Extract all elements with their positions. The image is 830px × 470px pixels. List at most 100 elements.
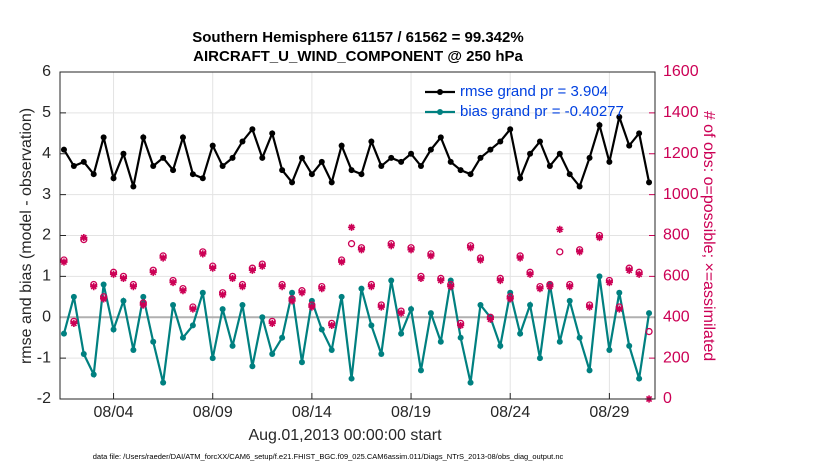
- possible-marker: [556, 248, 564, 256]
- point: [189, 322, 196, 329]
- point: [110, 326, 117, 333]
- assimilated-marker: [566, 282, 574, 291]
- y2-tick-label: 800: [663, 227, 690, 244]
- point: [358, 285, 365, 292]
- x-tick-label: 08/14: [292, 404, 332, 421]
- y-tick-label: -2: [37, 390, 51, 407]
- x-tick-label: 08/24: [490, 404, 530, 421]
- point: [160, 379, 167, 386]
- point: [646, 179, 653, 186]
- point: [60, 330, 67, 337]
- footnote: data file: /Users/raeder/DAI/ATM_forcXX/…: [93, 452, 564, 461]
- assimilated-marker: [169, 278, 177, 287]
- point: [408, 150, 415, 157]
- point: [308, 171, 315, 178]
- point: [289, 179, 296, 186]
- point: [398, 158, 405, 165]
- y2-tick-label: 400: [663, 308, 690, 325]
- point: [150, 338, 157, 345]
- point: [189, 171, 196, 178]
- point: [170, 167, 177, 174]
- point: [100, 134, 107, 141]
- point: [279, 334, 286, 341]
- assimilated-marker: [149, 268, 157, 276]
- y-tick-label: 4: [42, 145, 51, 162]
- point: [517, 330, 524, 337]
- assimilated-marker: [129, 282, 137, 291]
- point: [626, 342, 633, 349]
- assimilated-marker: [437, 276, 445, 285]
- assimilated-marker: [615, 305, 623, 313]
- point: [70, 293, 77, 300]
- x-tick-label: 08/29: [589, 404, 629, 421]
- point: [80, 351, 87, 358]
- point: [427, 310, 434, 317]
- assimilated-marker: [258, 262, 266, 270]
- point: [536, 138, 543, 145]
- assimilated-marker: [625, 266, 633, 274]
- point: [338, 293, 345, 300]
- assimilated-marker: [328, 321, 336, 330]
- y-tick-label: 6: [42, 63, 51, 80]
- point: [368, 138, 375, 145]
- x-tick-label: 08/19: [391, 404, 431, 421]
- point: [427, 146, 434, 153]
- assimilated-marker: [427, 252, 435, 260]
- assimilated-marker: [347, 223, 356, 231]
- point: [388, 154, 395, 161]
- assimilated-marker: [278, 282, 286, 291]
- y-tick-label: 3: [42, 186, 51, 203]
- point: [467, 171, 474, 178]
- y2-tick-label: 200: [663, 349, 690, 366]
- point: [328, 179, 335, 186]
- point: [636, 130, 643, 137]
- legend-label: rmse grand pr = 3.904: [460, 83, 608, 100]
- point: [586, 367, 593, 374]
- point: [219, 306, 226, 313]
- point: [298, 154, 305, 161]
- point: [100, 281, 107, 288]
- point: [209, 142, 216, 149]
- assimilated-marker: [159, 254, 167, 262]
- point: [616, 113, 623, 120]
- assimilated-marker: [397, 309, 405, 317]
- point: [90, 171, 97, 178]
- assimilated-marker: [595, 233, 604, 242]
- assimilated-marker: [635, 270, 643, 278]
- point: [368, 322, 375, 329]
- point: [606, 158, 613, 165]
- assimilated-marker: [367, 282, 375, 291]
- chart-subtitle: AIRCRAFT_U_WIND_COMPONENT @ 250 hPa: [193, 48, 523, 65]
- point: [249, 126, 256, 133]
- point: [388, 277, 395, 284]
- point: [417, 163, 424, 170]
- point: [298, 359, 305, 366]
- assimilated-marker: [387, 242, 395, 250]
- point: [378, 351, 385, 358]
- point: [527, 301, 534, 308]
- y2-tick-label: 0: [663, 390, 672, 407]
- assimilated-marker: [179, 287, 187, 295]
- assimilated-marker: [526, 270, 534, 278]
- point: [348, 167, 355, 174]
- point: [80, 158, 87, 165]
- assimilated-marker: [109, 270, 118, 278]
- point: [348, 375, 355, 382]
- point: [497, 138, 504, 145]
- point: [269, 130, 276, 137]
- assimilated-marker: [199, 250, 207, 258]
- point: [338, 142, 345, 149]
- legend-marker: [437, 89, 443, 95]
- point: [457, 167, 464, 174]
- point: [70, 163, 77, 170]
- legend-marker: [437, 109, 443, 115]
- assimilated-marker: [238, 282, 247, 291]
- point: [566, 297, 573, 304]
- assimilated-marker: [466, 244, 475, 252]
- plot-frame: [59, 71, 656, 400]
- assimilated-marker: [556, 225, 564, 233]
- point: [417, 367, 424, 374]
- point: [527, 150, 534, 157]
- point: [160, 154, 167, 161]
